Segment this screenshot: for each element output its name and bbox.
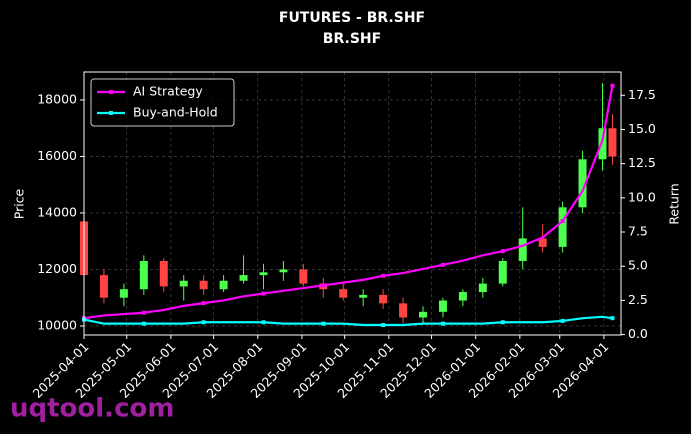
line-marker <box>560 219 565 224</box>
line-marker <box>560 318 565 323</box>
line-marker <box>261 291 266 296</box>
y2-tick-label: 17.5 <box>628 87 656 102</box>
candle-body <box>478 283 487 293</box>
y-tick-label: 10000 <box>37 317 77 332</box>
candle-body <box>438 300 447 312</box>
candle-body <box>608 128 617 157</box>
legend-label: Buy-and-Hold <box>133 105 218 120</box>
candle-body <box>119 289 128 298</box>
candle-body <box>279 269 288 273</box>
candle-body <box>598 128 607 160</box>
candle-body <box>199 280 208 290</box>
line-marker <box>610 316 615 321</box>
candle-body <box>419 311 428 318</box>
line-marker <box>201 301 206 306</box>
line-marker <box>381 273 386 278</box>
candle-body <box>498 260 507 284</box>
candle-body <box>458 292 467 301</box>
legend-label: AI Strategy <box>133 84 203 99</box>
legend-marker <box>109 111 113 115</box>
y2-tick-label: 0.0 <box>628 326 648 341</box>
y2-axis-label: Return <box>667 183 682 224</box>
line-series <box>83 85 614 320</box>
line-marker <box>381 323 386 328</box>
line-marker <box>500 249 505 254</box>
candle-body <box>139 260 148 290</box>
legend-box <box>90 78 235 127</box>
y-tick-label: 12000 <box>37 261 77 276</box>
line-marker <box>440 321 445 326</box>
y2-tick-label: 12.5 <box>628 155 656 170</box>
candle-body <box>179 280 188 287</box>
candle-body <box>299 269 308 284</box>
line-marker <box>141 310 146 315</box>
watermark: uqtool.com <box>10 394 174 424</box>
y-tick-label: 16000 <box>37 148 77 163</box>
candle-body <box>239 275 248 281</box>
candle-body <box>399 303 408 318</box>
line-marker <box>141 321 146 326</box>
candle-body <box>259 272 268 276</box>
candle-body <box>538 238 547 247</box>
line-series <box>83 315 613 327</box>
candle-body <box>379 294 388 304</box>
y2-tick-label: 7.5 <box>628 224 648 239</box>
candle-body <box>339 289 348 298</box>
candle-body <box>99 275 108 298</box>
plot-frame <box>83 71 622 336</box>
candle-body <box>518 238 527 261</box>
candle-body <box>159 260 168 287</box>
candle-body <box>219 280 228 290</box>
y-axis-label: Price <box>12 188 27 219</box>
line-marker <box>440 262 445 267</box>
line-marker <box>610 83 615 88</box>
candle-body <box>558 207 567 247</box>
legend-marker <box>109 90 113 94</box>
y2-tick-label: 2.5 <box>628 292 648 307</box>
candle-body <box>359 294 368 298</box>
y-tick-label: 14000 <box>37 204 77 219</box>
line-marker <box>321 321 326 326</box>
line-marker <box>201 320 206 325</box>
line-marker <box>261 320 266 325</box>
y2-tick-label: 15.0 <box>628 121 656 136</box>
line-marker <box>321 283 326 288</box>
y2-tick-label: 5.0 <box>628 258 648 273</box>
y-tick-label: 18000 <box>37 91 77 106</box>
line-marker <box>500 320 505 325</box>
chart-subtitle: BR.SHF <box>323 31 381 47</box>
y2-tick-label: 10.0 <box>628 189 656 204</box>
chart-title: FUTURES - BR.SHF <box>279 10 425 26</box>
candle-body <box>578 159 587 208</box>
